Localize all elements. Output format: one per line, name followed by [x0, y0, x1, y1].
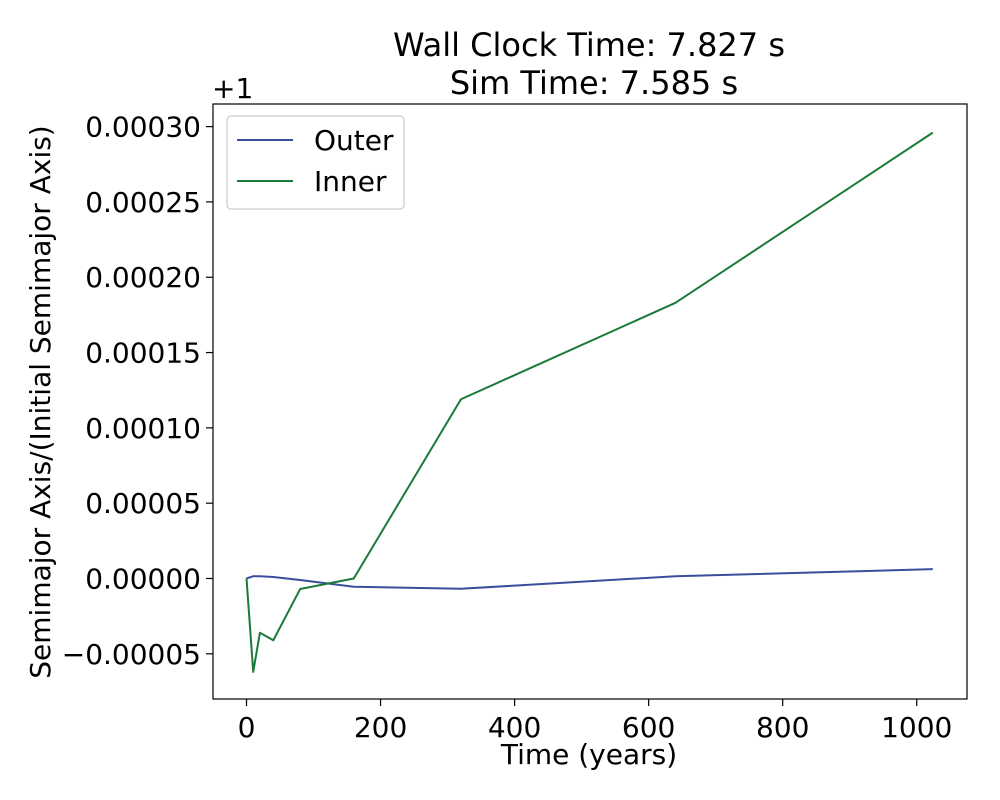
y-tick-label: 0.00030 — [85, 111, 201, 144]
plot-area-frame — [212, 103, 968, 700]
x-tick-label: 0 — [238, 711, 256, 744]
y-offset-label: +1 — [212, 72, 253, 105]
legend-label-outer: Outer — [314, 124, 394, 157]
series-line-inner — [245, 131, 934, 673]
y-tick-label: 0.00010 — [85, 412, 201, 445]
y-tick-label: 0.00015 — [85, 337, 201, 370]
chart-title-line-2: Sim Time: 7.585 s — [450, 64, 738, 102]
x-tick-label: 1000 — [881, 711, 952, 744]
series-line-outer — [246, 568, 933, 590]
y-tick-label: −0.00005 — [62, 638, 201, 671]
x-axis-ticks: 0 200 400 600 800 1000 — [238, 699, 952, 744]
x-tick-label: 400 — [488, 711, 541, 744]
legend: Outer Inner — [226, 115, 405, 210]
y-axis-label: Semimajor Axis/(Initial Semimajor Axis) — [24, 125, 57, 678]
chart-title-line-1: Wall Clock Time: 7.827 s — [393, 26, 785, 64]
x-tick-label: 200 — [354, 711, 407, 744]
x-axis-label: Time (years) — [500, 738, 677, 771]
x-tick-label: 800 — [756, 711, 809, 744]
y-tick-label: 0.00005 — [85, 487, 201, 520]
y-tick-label: 0.00020 — [85, 261, 201, 294]
y-axis-ticks: −0.00005 0.00000 0.00005 0.00010 0.00015 0.00… — [62, 111, 213, 671]
legend-label-inner: Inner — [314, 165, 387, 198]
y-tick-label: 0.00000 — [85, 562, 201, 595]
x-tick-label: 600 — [622, 711, 675, 744]
plot-lines — [245, 131, 934, 673]
y-tick-label: 0.00025 — [85, 186, 201, 219]
